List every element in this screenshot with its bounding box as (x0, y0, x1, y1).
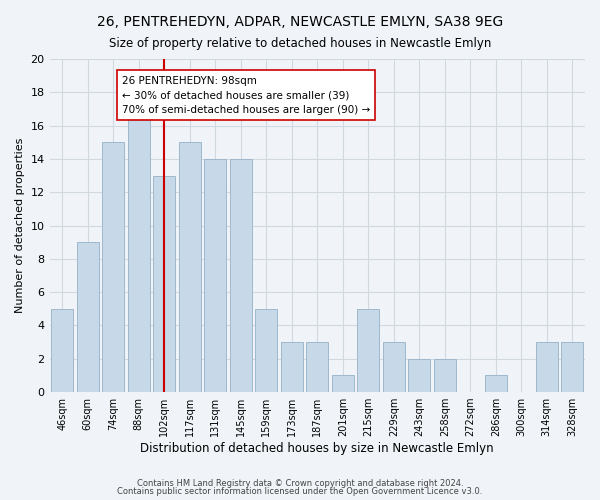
Bar (562, 342, 583, 392)
Bar (205, 159, 226, 392)
Bar (358, 309, 379, 392)
Bar (536, 342, 557, 392)
Text: 26 PENTREHEDYN: 98sqm
← 30% of detached houses are smaller (39)
70% of semi-deta: 26 PENTREHEDYN: 98sqm ← 30% of detached … (122, 76, 370, 116)
Bar (128, 109, 149, 392)
Text: Contains HM Land Registry data © Crown copyright and database right 2024.: Contains HM Land Registry data © Crown c… (137, 478, 463, 488)
Bar (485, 376, 506, 392)
X-axis label: Distribution of detached houses by size in Newcastle Emlyn: Distribution of detached houses by size … (140, 442, 494, 455)
Y-axis label: Number of detached properties: Number of detached properties (15, 138, 25, 313)
Bar (179, 142, 200, 392)
Bar (230, 159, 251, 392)
Bar (434, 359, 455, 392)
Text: Contains public sector information licensed under the Open Government Licence v3: Contains public sector information licen… (118, 487, 482, 496)
Bar (281, 342, 302, 392)
Bar (307, 342, 328, 392)
Text: Size of property relative to detached houses in Newcastle Emlyn: Size of property relative to detached ho… (109, 38, 491, 51)
Bar (409, 359, 430, 392)
Bar (383, 342, 404, 392)
Bar (154, 176, 175, 392)
Bar (332, 376, 353, 392)
Text: 26, PENTREHEDYN, ADPAR, NEWCASTLE EMLYN, SA38 9EG: 26, PENTREHEDYN, ADPAR, NEWCASTLE EMLYN,… (97, 15, 503, 29)
Bar (77, 242, 98, 392)
Bar (256, 309, 277, 392)
Bar (52, 309, 73, 392)
Bar (103, 142, 124, 392)
